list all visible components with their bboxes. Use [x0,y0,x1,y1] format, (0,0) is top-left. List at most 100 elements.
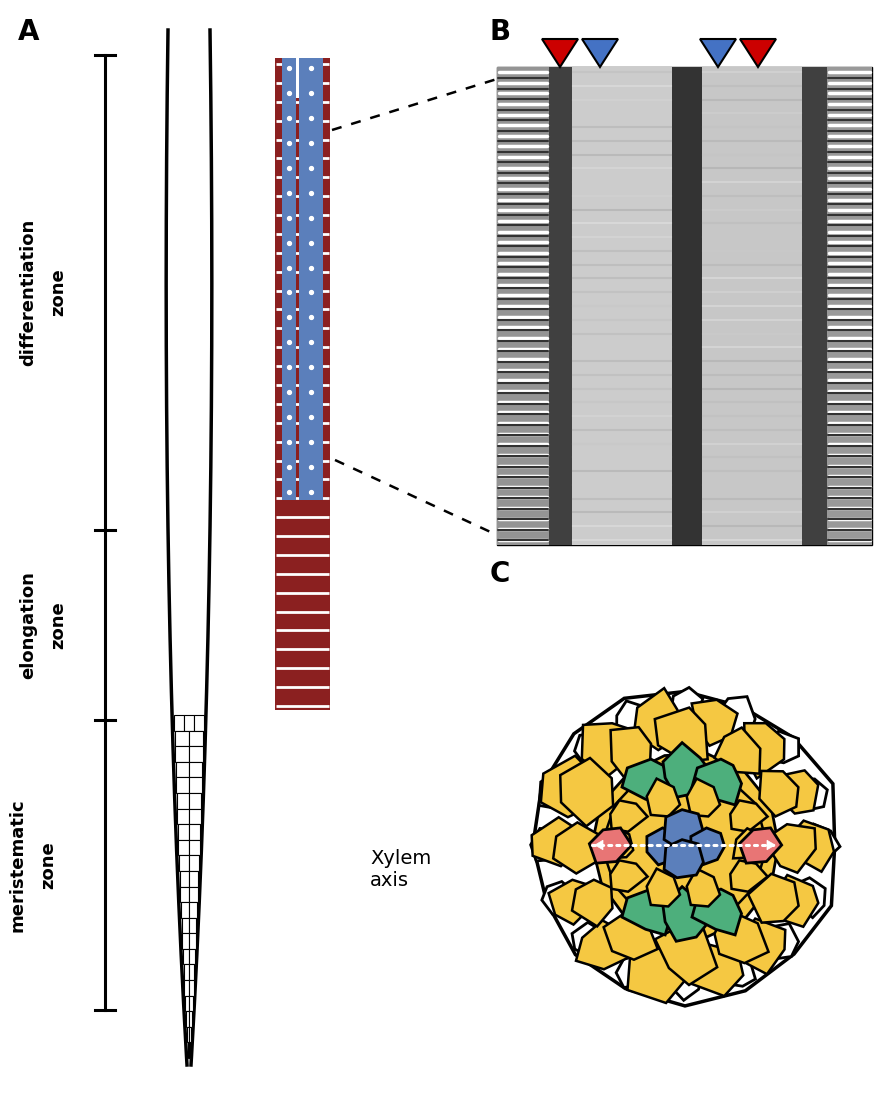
Bar [497,67,872,545]
Bar [189,855,199,871]
Polygon shape [663,743,712,797]
Polygon shape [531,829,566,861]
Polygon shape [748,874,798,922]
Polygon shape [740,919,785,974]
Polygon shape [733,829,764,858]
Polygon shape [739,828,781,863]
Text: A: A [18,18,39,46]
Polygon shape [560,758,613,826]
Polygon shape [603,829,633,858]
Polygon shape [805,824,840,863]
Polygon shape [795,877,825,918]
Polygon shape [687,779,720,817]
Text: C: C [490,560,510,588]
Bar [182,933,189,949]
Bar [174,715,184,731]
Polygon shape [767,840,775,850]
Bar [189,824,200,840]
Polygon shape [533,691,835,1006]
Bar [181,903,189,918]
Bar [189,949,195,964]
Text: Xylem
axis: Xylem axis [370,850,431,890]
Polygon shape [700,39,736,67]
Polygon shape [777,875,818,927]
Text: B: B [490,18,511,46]
Polygon shape [687,868,720,907]
Text: zone: zone [39,841,57,889]
Text: zone: zone [49,601,67,649]
Bar [702,67,802,545]
Polygon shape [664,810,704,847]
Polygon shape [714,727,760,774]
Polygon shape [574,733,608,764]
Bar [189,1027,191,1042]
Bar [189,840,200,855]
Polygon shape [616,957,649,987]
Bar [189,777,202,793]
Bar [189,1012,192,1027]
Bar [299,58,323,500]
Polygon shape [541,756,601,818]
Polygon shape [663,887,712,941]
Bar [189,793,202,809]
Bar [189,746,202,761]
Bar [189,761,202,777]
Polygon shape [671,688,703,730]
Polygon shape [794,779,827,810]
Polygon shape [764,824,815,873]
Bar [177,793,189,809]
Polygon shape [714,909,769,963]
Bar [827,67,872,545]
Bar [175,746,189,761]
Polygon shape [595,840,603,850]
Bar [186,1027,189,1042]
Polygon shape [622,889,672,934]
Polygon shape [601,764,767,926]
Polygon shape [604,912,657,960]
Polygon shape [582,723,632,777]
Polygon shape [549,879,588,925]
Bar [282,58,296,500]
Polygon shape [664,840,704,878]
Polygon shape [692,759,741,804]
Polygon shape [647,868,680,907]
Bar [194,715,203,731]
Bar [189,809,201,824]
Polygon shape [532,818,582,866]
Polygon shape [582,39,618,67]
Bar [187,1042,189,1058]
Polygon shape [766,731,798,763]
Polygon shape [634,688,682,750]
Polygon shape [731,861,768,892]
Bar [178,824,189,840]
Polygon shape [714,696,756,741]
Polygon shape [717,954,756,986]
Bar [189,964,194,980]
Bar [189,995,193,1012]
Polygon shape [592,753,779,938]
Bar [178,809,189,824]
Bar [183,949,189,964]
Polygon shape [539,771,576,809]
Bar [186,1012,189,1027]
Polygon shape [764,923,798,960]
Bar [189,886,198,903]
Polygon shape [622,759,672,804]
Polygon shape [616,701,648,736]
Bar [185,980,189,995]
Bar [184,964,189,980]
Polygon shape [655,707,707,761]
Bar [497,67,549,545]
Polygon shape [590,828,632,863]
Bar [179,871,189,886]
Bar [186,995,189,1012]
Text: zone: zone [49,269,67,316]
Bar [189,918,196,933]
Polygon shape [627,942,689,1003]
Bar [275,58,330,710]
Polygon shape [731,800,768,832]
Bar [189,871,198,886]
Polygon shape [542,39,578,67]
Polygon shape [759,771,798,817]
Polygon shape [610,800,648,832]
